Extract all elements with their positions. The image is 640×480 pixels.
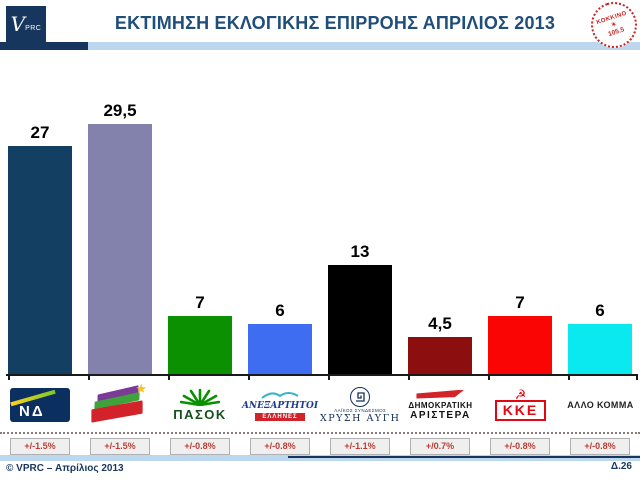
moe-badge-nd: +/-1.5% — [10, 438, 70, 455]
page-number: Δ.26 — [610, 461, 632, 472]
nd-logo-icon: ΝΔ — [10, 388, 70, 422]
dimar-logo-text-1: ΔΗΜΟΚΡΑΤΙΚΗ — [408, 400, 473, 410]
moe-badge-other: +/-0.8% — [570, 438, 630, 455]
bar-column-dimar: 4,5 — [400, 314, 480, 375]
moe-badge-dimar: +/0.7% — [410, 438, 470, 455]
party-logos-row: ΝΔ ★ ΠΑΣΟΚ — [0, 379, 640, 431]
x-axis — [6, 374, 638, 376]
footer-strip — [0, 455, 640, 461]
moe-cell: +/-0.8% — [560, 438, 640, 455]
other-party-label: ΑΛΛΟ ΚΟΜΜΑ — [567, 400, 634, 410]
dotted-separator — [0, 432, 640, 434]
bar-column-other: 6 — [560, 301, 640, 375]
bar-chart: 27 29,5 7 6 13 4,5 7 6 — [0, 90, 640, 375]
party-logo-pasok: ΠΑΣΟΚ — [160, 379, 240, 431]
moe-cell: +/-1.1% — [320, 438, 400, 455]
bar-anel — [248, 324, 312, 375]
vprc-logo-letter: V — [10, 12, 26, 36]
header-rule-light — [88, 42, 640, 50]
pasok-logo-text: ΠΑΣΟΚ — [173, 407, 227, 422]
bar-column-xrysi-avgi: 13 — [320, 241, 400, 375]
party-logo-nd: ΝΔ — [0, 379, 80, 431]
bar-value-label: 7 — [195, 292, 205, 312]
moe-badge-xrysi-avgi: +/-1.1% — [330, 438, 390, 455]
dimar-flag-icon — [416, 389, 465, 399]
bar-pasok — [168, 315, 232, 375]
hammer-sickle-icon: ☭ — [514, 386, 527, 402]
moe-badge-kke: +/-0.8% — [490, 438, 550, 455]
pasok-sun-icon — [180, 388, 220, 406]
bar-kke — [488, 315, 552, 375]
moe-badge-syriza: +/-1.5% — [90, 438, 150, 455]
header-rule-dark — [0, 42, 88, 50]
xrysi-avgi-meander-icon — [350, 386, 371, 407]
stamp-text-bottom: 105.5 — [607, 25, 625, 38]
bar-value-label: 7 — [515, 292, 525, 312]
bar-nd — [8, 145, 72, 375]
footer-copyright: © VPRC – Απρίλιος 2013 — [6, 463, 124, 474]
bar-column-anel: 6 — [240, 301, 320, 375]
bar-xrysi-avgi — [328, 264, 392, 375]
party-logo-xrysi-avgi: ΛΑΪΚΟΣ ΣΥΝΔΕΣΜΟΣ ΧΡΥΣΗ ΑΥΓΗ — [320, 379, 400, 431]
bar-value-label: 6 — [595, 301, 605, 320]
page-title: ΕΚΤΙΜΗΣΗ ΕΚΛΟΓΙΚΗΣ ΕΠΙΡΡΟΗΣ ΑΠΡΙΛΙΟΣ 201… — [114, 13, 556, 33]
bar-column-nd: 27 — [0, 122, 80, 375]
bar-value-label: 27 — [30, 122, 50, 142]
bar-value-label: 6 — [275, 301, 285, 320]
moe-cell: +/-1.5% — [0, 438, 80, 455]
vprc-logo: V PRC — [6, 6, 46, 42]
moe-cell: +/-0.8% — [240, 438, 320, 455]
bar-column-kke: 7 — [480, 292, 560, 375]
party-logo-syriza: ★ — [80, 379, 160, 431]
bar-other — [568, 324, 632, 375]
xrysi-avgi-logo-text: ΧΡΥΣΗ ΑΥΓΗ — [320, 412, 401, 424]
dimar-logo-text-2: ΑΡΙΣΤΕΡΑ — [410, 409, 471, 421]
nd-logo-text: ΝΔ — [19, 403, 45, 420]
syriza-flags-icon: ★ — [89, 381, 151, 425]
bar-value-label: 13 — [350, 241, 370, 261]
bar-value-label: 4,5 — [428, 313, 452, 333]
xrysi-avgi-subtext: ΛΑΪΚΟΣ ΣΥΝΔΕΣΜΟΣ — [334, 407, 387, 413]
syriza-star-icon: ★ — [135, 381, 147, 396]
margin-of-error-row: +/-1.5% +/-1.5% +/-0.8% +/-0.8% +/-1.1% … — [0, 438, 640, 455]
moe-cell: +/0.7% — [400, 438, 480, 455]
party-logo-kke: ☭ ΚΚΕ — [480, 379, 560, 431]
party-logo-dimar: ΔΗΜΟΚΡΑΤΙΚΗ ΑΡΙΣΤΕΡΑ — [400, 379, 480, 431]
anel-logo-text: ΑΝΕΞΑΡΤΗΤΟΙ — [241, 400, 319, 411]
party-logo-anel: ΑΝΕΞΑΡΤΗΤΟΙ ΕΛΛΗΝΕΣ — [240, 379, 320, 431]
moe-cell: +/-1.5% — [80, 438, 160, 455]
anel-bird-icon — [261, 391, 299, 399]
vprc-logo-sub: PRC — [25, 25, 42, 32]
bar-value-label: 29,5 — [103, 101, 137, 121]
bar-dimar — [408, 336, 472, 375]
bar-syriza — [88, 124, 152, 375]
moe-badge-pasok: +/-0.8% — [170, 438, 230, 455]
footer-rule — [288, 456, 640, 458]
party-logo-other: ΑΛΛΟ ΚΟΜΜΑ — [560, 379, 640, 431]
kke-logo-text: ΚΚΕ — [494, 399, 547, 421]
bar-column-pasok: 7 — [160, 292, 240, 375]
anel-logo-subtext: ΕΛΛΗΝΕΣ — [255, 412, 305, 421]
moe-cell: +/-0.8% — [160, 438, 240, 455]
moe-cell: +/-0.8% — [480, 438, 560, 455]
moe-badge-anel: +/-0.8% — [250, 438, 310, 455]
bar-column-syriza: 29,5 — [80, 101, 160, 375]
